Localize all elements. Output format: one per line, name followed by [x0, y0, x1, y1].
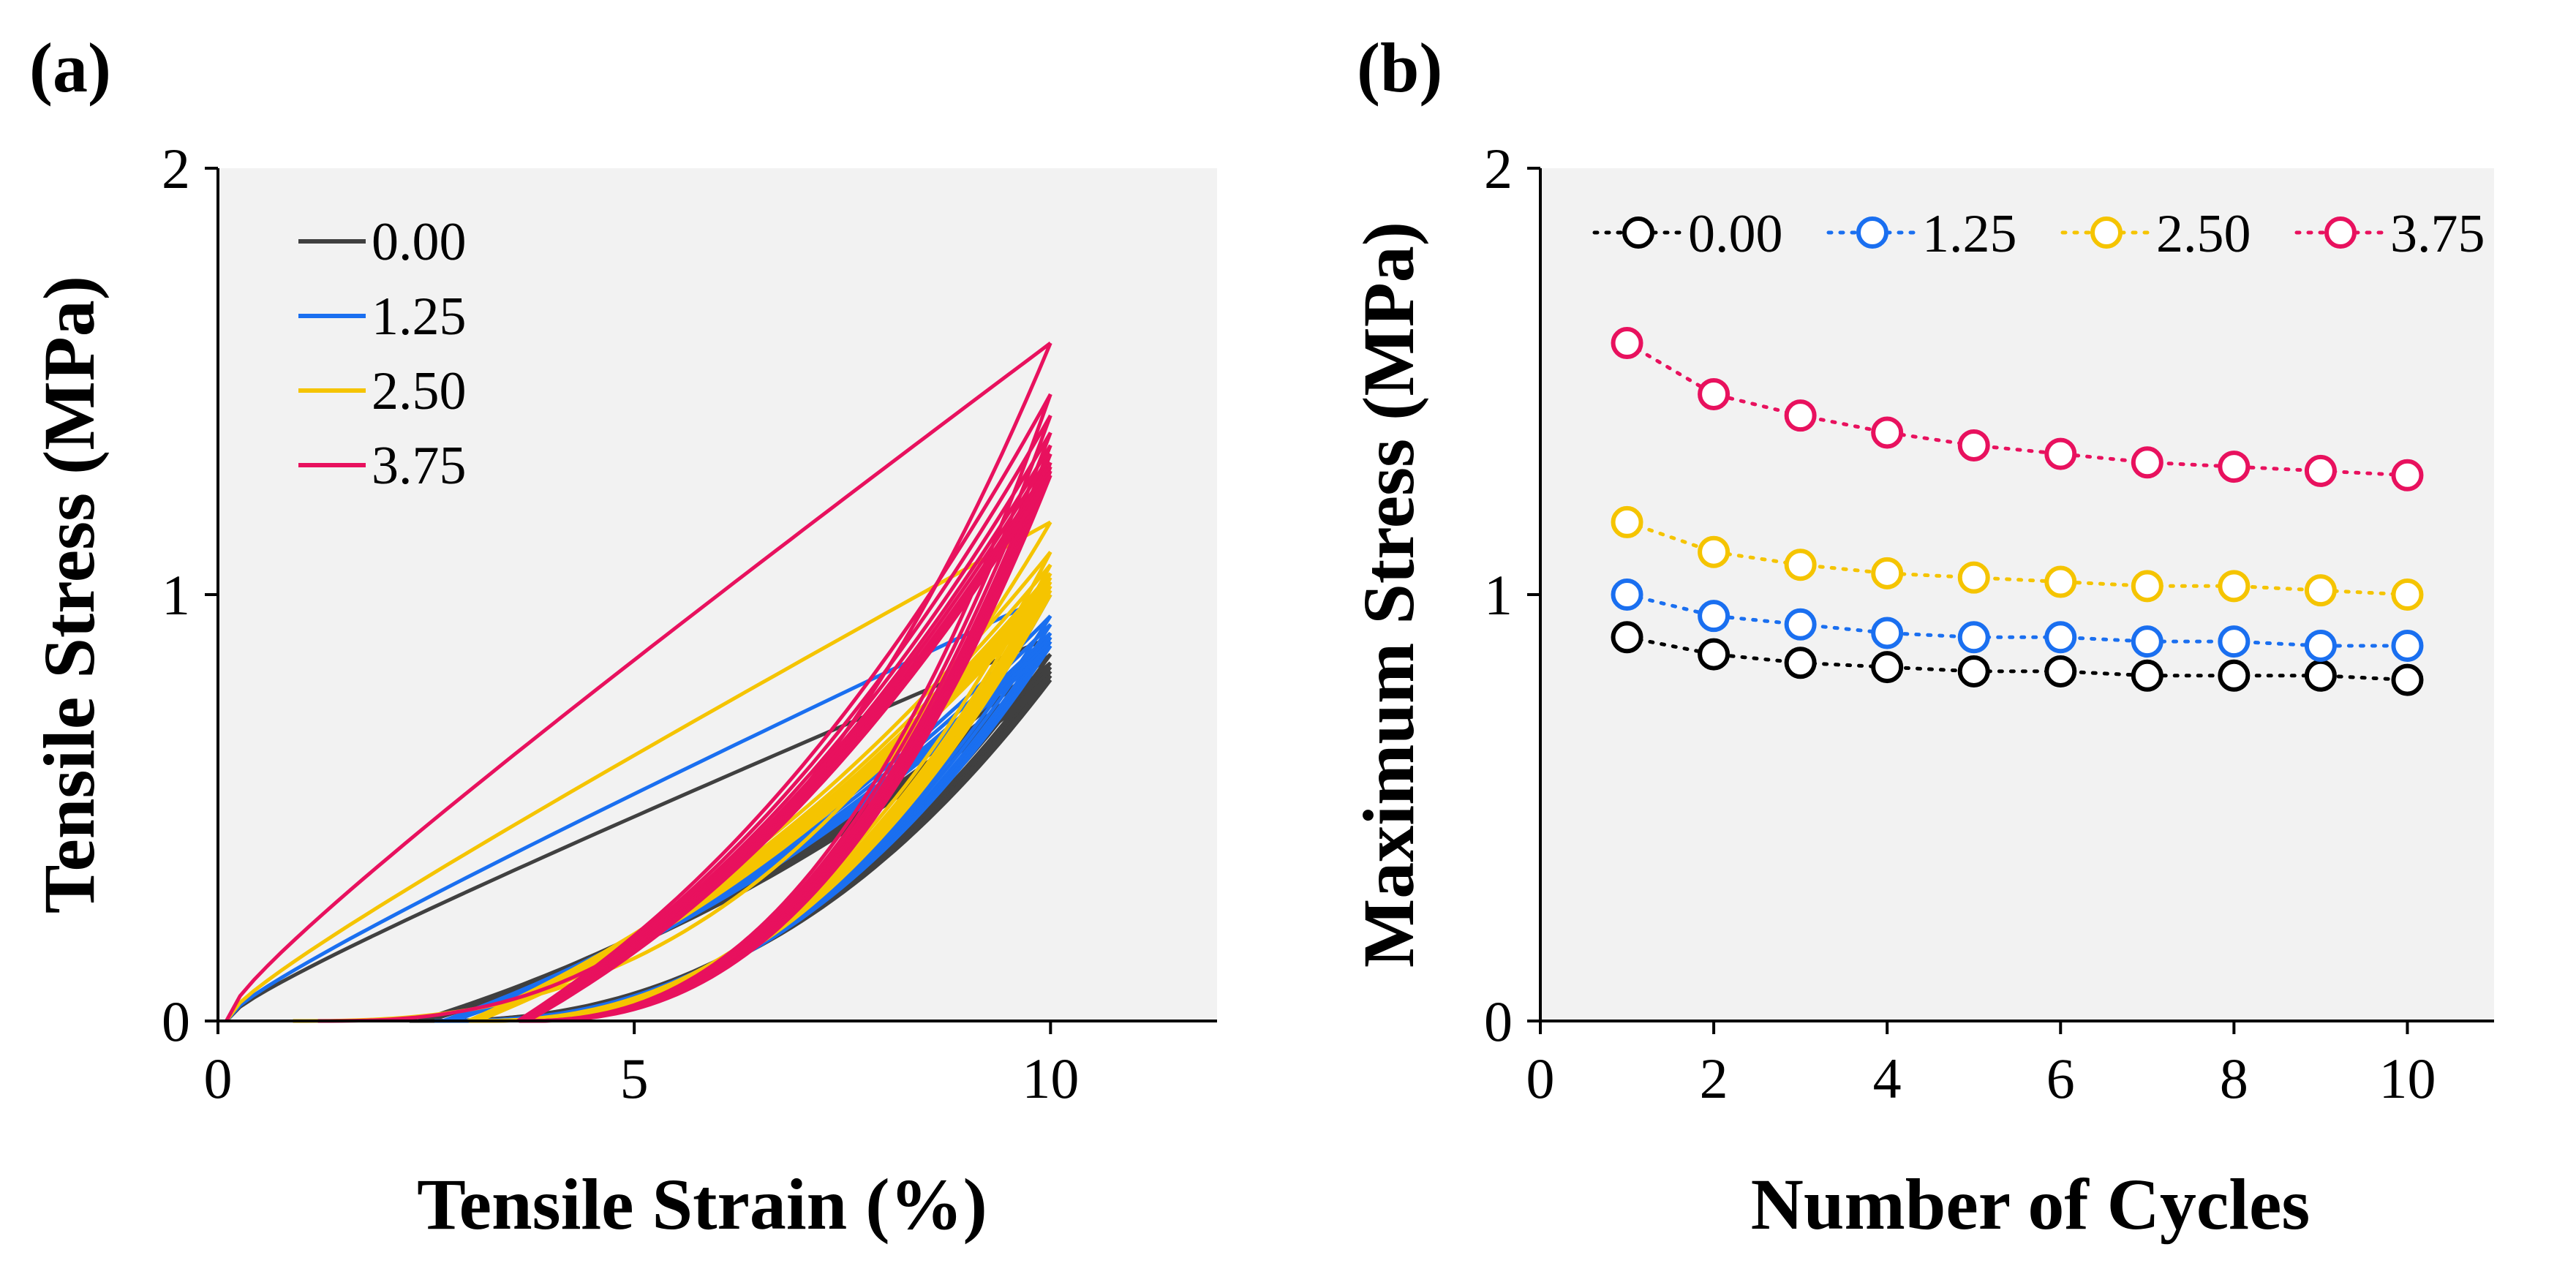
panel-a-x-tick-label: 5: [620, 1047, 649, 1110]
panel-b-x-tick-label: 4: [1873, 1047, 1902, 1110]
panel-b-data-point: [2391, 629, 2424, 662]
panel-a-legend-label: 0.00: [372, 212, 467, 272]
panel-b-data-point: [1957, 621, 1990, 654]
panel-b-data-point: [2131, 446, 2163, 479]
panel-b-legend-label: 0.00: [1688, 204, 1783, 264]
panel-a-loading-curve: [225, 636, 1052, 1022]
panel-a-y-axis-title: Tensile Stress (MPa): [29, 276, 110, 913]
panel-b-data-point: [1871, 617, 1904, 649]
panel-b-x-tick-label: 8: [2220, 1047, 2248, 1110]
panel-b-data-point: [2131, 625, 2163, 658]
panel-b-data-point: [2218, 451, 2251, 483]
panel-b-data-point: [2218, 625, 2251, 658]
panel-b-data-point: [2218, 570, 2251, 603]
panel-b-data-point: [2044, 655, 2077, 687]
panel-b-data-point: [2044, 621, 2077, 654]
panel-b-data-point: [1698, 600, 1730, 633]
panel-a-unloading-curve: [529, 474, 1052, 1023]
panel-a-label: (a): [29, 29, 111, 107]
panel-b-series: [1611, 327, 2424, 696]
panel-a-legend-label: 1.25: [372, 287, 467, 347]
panel-b-data-point: [1698, 377, 1730, 410]
panel-a-x-tick-label: 0: [204, 1047, 233, 1110]
panel-a-legend-label: 2.50: [372, 361, 467, 421]
panel-b-series-line: [1625, 341, 2409, 478]
panel-b-series-3-75: [1611, 327, 2424, 491]
panel-b-x-tick-label: 10: [2379, 1047, 2436, 1110]
panel-b-data-point: [2391, 459, 2424, 491]
panel-a-series-3-75: [225, 342, 1052, 1023]
panel-b-data-point: [1784, 647, 1817, 679]
panel-b-x-tick-label: 2: [1700, 1047, 1728, 1110]
panel-a-legend: 0.00 1.25 2.50 3.75: [298, 212, 467, 496]
panel-a-ticks: 0 5 10 0 1 2: [162, 137, 1079, 1110]
panel-a-x-tick-label: 10: [1022, 1047, 1079, 1110]
panel-b-ticks: 0 2 4 6 8 10 0 1 2: [1484, 137, 2436, 1110]
panel-b-data-point: [1698, 638, 1730, 671]
panel-b-legend-label: 3.75: [2390, 204, 2485, 264]
panel-b-data-point: [1957, 561, 1990, 594]
panel-a-x-axis-title: Tensile Strain (%): [417, 1164, 987, 1245]
panel-a-curves: [225, 342, 1052, 1023]
panel-b-data-point: [1611, 621, 1643, 654]
panel-b-y-tick-label: 0: [1484, 990, 1513, 1053]
panel-b-data-point: [2218, 659, 2251, 692]
panel-b-series-line: [1625, 520, 2409, 597]
panel-a-loading-curve: [527, 474, 1052, 1023]
panel-b-data-point: [2304, 629, 2337, 662]
panel-a-y-tick-label: 2: [162, 137, 190, 200]
panel-b-plot-area: [1540, 168, 2494, 1021]
panel-b-data-point: [1871, 651, 1904, 684]
panel-b-label: (b): [1357, 29, 1442, 107]
panel-b-data-point: [1611, 327, 1643, 360]
panel-b-x-tick-label: 6: [2046, 1047, 2075, 1110]
panel-b-legend-label: 1.25: [1922, 204, 2017, 264]
panel-b-data-point: [2131, 570, 2163, 603]
panel-b: (b) 0 2 4 6 8 10 0 1 2 0.00 1.25 2.50 3.75 Number o…: [1348, 29, 2494, 1245]
panel-b-data-point: [1784, 399, 1817, 432]
panel-b-data-point: [1611, 505, 1643, 538]
panel-b-series-2-50: [1611, 505, 2424, 611]
panel-b-y-axis-title: Maximum Stress (MPa): [1348, 222, 1429, 968]
panel-b-data-point: [2044, 437, 2077, 470]
panel-a-legend-label: 3.75: [372, 436, 467, 496]
panel-b-legend: 0.00 1.25 2.50 3.75: [1592, 204, 2485, 264]
panel-b-data-point: [2304, 454, 2337, 487]
panel-b-data-point: [2391, 663, 2424, 696]
panel-b-data-point: [1957, 655, 1990, 687]
panel-b-data-point: [1698, 535, 1730, 568]
panel-a-y-tick-label: 1: [162, 563, 190, 627]
panel-a-loading-curve: [225, 342, 1052, 1022]
panel-b-series-line: [1625, 635, 2409, 682]
panel-b-data-point: [1611, 579, 1643, 611]
panel-b-data-point: [1871, 416, 1904, 449]
panel-b-data-point: [1784, 608, 1817, 641]
panel-b-data-point: [2131, 659, 2163, 692]
panel-b-legend-marker: [2090, 216, 2123, 249]
panel-b-series-line: [1625, 592, 2409, 648]
panel-b-legend-label: 2.50: [2156, 204, 2251, 264]
panel-b-data-point: [1871, 557, 1904, 589]
panel-b-legend-marker: [1622, 216, 1654, 249]
panel-b-data-point: [2304, 659, 2337, 692]
panel-b-data-point: [1957, 429, 1990, 461]
panel-a-loading-curve: [518, 414, 1052, 1023]
panel-b-y-tick-label: 1: [1484, 563, 1513, 627]
panel-b-x-axis-title: Number of Cycles: [1751, 1164, 2311, 1245]
panel-b-y-tick-label: 2: [1484, 137, 1513, 200]
panel-b-legend-marker: [2324, 216, 2357, 249]
panel-b-data-point: [2304, 574, 2337, 607]
panel-b-x-tick-label: 0: [1526, 1047, 1555, 1110]
panel-a-loading-curve: [516, 393, 1052, 1023]
panel-a: (a) 0 5 10 0 1 2 0.00 1.25 2.50 3.75 Tensile Str…: [29, 29, 1217, 1245]
panel-b-series-1-25: [1611, 579, 2424, 662]
panel-a-y-tick-label: 0: [162, 990, 190, 1053]
panel-b-data-point: [2391, 579, 2424, 611]
panel-b-series-0-00: [1611, 621, 2424, 696]
panel-b-legend-marker: [1856, 216, 1888, 249]
panel-b-data-point: [2044, 565, 2077, 598]
panel-a-loading-curve: [225, 520, 1052, 1022]
panel-b-data-point: [1784, 549, 1817, 581]
